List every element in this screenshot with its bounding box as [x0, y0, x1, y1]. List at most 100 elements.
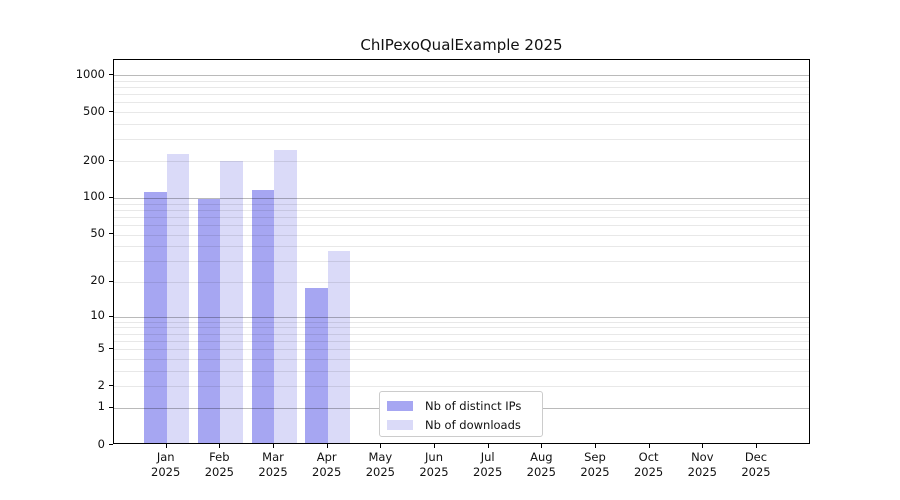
x-tick-year-may: 2025 — [365, 465, 395, 479]
gridline-major-10 — [114, 316, 809, 318]
y-tick-mark-500 — [109, 111, 113, 113]
x-tick-label-sep: Sep 2025 — [563, 450, 627, 480]
x-tick-label-mar: Mar 2025 — [241, 450, 305, 480]
x-tick-month-jul: Jul — [480, 450, 495, 464]
gridline-minor-3 — [114, 370, 809, 372]
x-tick-label-oct: Oct 2025 — [617, 450, 681, 480]
gridline-minor-800 — [114, 87, 809, 88]
legend-swatch-distinct-ips — [387, 400, 413, 411]
gridline-major-1000 — [114, 75, 809, 77]
x-tick-month-mar: Mar — [262, 450, 284, 464]
y-tick-mark-50 — [109, 233, 113, 235]
x-tick-month-sep: Sep — [584, 450, 606, 464]
x-tick-month-feb: Feb — [209, 450, 230, 464]
x-tick-year-feb: 2025 — [204, 465, 234, 479]
gridline-minor-200 — [114, 161, 809, 162]
y-tick-mark-2 — [109, 385, 113, 387]
x-tick-label-may: May 2025 — [348, 450, 412, 480]
x-tick-mark-jul — [487, 444, 489, 448]
legend-label-distinct-ips: Nb of distinct IPs — [425, 398, 522, 413]
x-tick-mark-aug — [541, 444, 543, 448]
x-tick-label-nov: Nov 2025 — [670, 450, 734, 480]
gridline-minor-900 — [114, 80, 809, 82]
y-tick-label-20: 20 — [90, 273, 105, 288]
y-tick-mark-5 — [109, 348, 113, 350]
y-tick-label-5: 5 — [97, 340, 105, 355]
x-tick-month-nov: Nov — [691, 450, 714, 464]
y-tick-mark-1000 — [109, 74, 113, 76]
legend-item-distinct-ips: Nb of distinct IPs — [387, 396, 534, 415]
x-tick-mark-sep — [594, 444, 596, 448]
x-tick-label-jan: Jan 2025 — [134, 450, 198, 480]
gridline-minor-30 — [114, 261, 809, 263]
x-tick-month-may: May — [368, 450, 393, 464]
x-tick-label-jun: Jun 2025 — [402, 450, 466, 480]
x-tick-mark-jun — [434, 444, 435, 448]
x-tick-mark-mar — [273, 444, 275, 448]
x-tick-month-dec: Dec — [744, 450, 768, 464]
x-tick-mark-oct — [648, 444, 650, 448]
x-tick-year-jan: 2025 — [151, 465, 181, 479]
y-tick-label-1000: 1000 — [75, 66, 105, 81]
y-tick-label-200: 200 — [83, 152, 105, 167]
gridline-minor-7 — [114, 333, 809, 335]
x-tick-year-aug: 2025 — [526, 465, 556, 479]
x-tick-year-mar: 2025 — [258, 465, 288, 479]
x-tick-year-jul: 2025 — [473, 465, 503, 479]
bar-downloads-feb — [220, 160, 243, 443]
bar-distinct-ips-jan — [144, 191, 167, 443]
chart-title: ChIPexoQualExample 2025 — [360, 36, 563, 54]
gridline-minor-400 — [114, 124, 809, 125]
gridline-minor-700 — [114, 94, 809, 96]
legend-label-downloads: Nb of downloads — [425, 417, 521, 432]
x-tick-mark-jan — [165, 444, 167, 448]
gridline-minor-300 — [114, 139, 809, 141]
bar-distinct-ips-feb — [197, 199, 221, 443]
x-tick-year-dec: 2025 — [741, 465, 771, 479]
gridline-minor-8 — [114, 327, 809, 329]
x-tick-year-apr: 2025 — [312, 465, 342, 479]
y-tick-mark-10 — [109, 315, 113, 317]
x-tick-mark-dec — [755, 444, 757, 448]
gridline-minor-20 — [114, 282, 809, 283]
gridline-minor-70 — [114, 216, 809, 218]
x-tick-label-dec: Dec 2025 — [724, 450, 788, 480]
y-tick-label-0: 0 — [97, 436, 105, 451]
gridline-minor-500 — [114, 112, 809, 114]
gridline-minor-50 — [114, 234, 809, 236]
gridline-minor-60 — [114, 224, 809, 226]
y-tick-label-100: 100 — [83, 189, 105, 204]
x-tick-year-sep: 2025 — [580, 465, 610, 479]
gridline-minor-40 — [114, 246, 809, 248]
gridline-minor-9 — [114, 321, 809, 323]
gridline-minor-90 — [114, 203, 809, 205]
bar-downloads-apr — [327, 251, 351, 443]
y-tick-label-1: 1 — [97, 399, 105, 414]
x-tick-month-oct: Oct — [638, 450, 659, 464]
gridline-minor-600 — [114, 102, 809, 104]
y-tick-label-50: 50 — [90, 225, 105, 240]
x-tick-label-aug: Aug 2025 — [509, 450, 573, 480]
x-tick-month-jun: Jun — [425, 450, 443, 464]
x-tick-mark-apr — [326, 444, 328, 448]
y-tick-mark-100 — [109, 196, 113, 198]
gridline-major-100 — [114, 197, 809, 199]
y-tick-label-500: 500 — [83, 103, 105, 118]
gridline-minor-4 — [114, 358, 809, 360]
x-tick-month-jan: Jan — [156, 450, 175, 464]
gridline-minor-6 — [114, 340, 809, 342]
y-tick-label-2: 2 — [97, 377, 105, 392]
x-tick-year-nov: 2025 — [687, 465, 717, 479]
y-tick-mark-1 — [109, 406, 113, 408]
y-tick-mark-0 — [109, 444, 113, 445]
x-tick-label-apr: Apr 2025 — [295, 450, 359, 480]
y-tick-mark-200 — [109, 160, 113, 162]
x-tick-month-aug: Aug — [530, 450, 553, 464]
gridline-minor-80 — [114, 209, 809, 211]
bar-distinct-ips-mar — [251, 189, 275, 443]
bar-distinct-ips-apr — [305, 288, 328, 443]
x-tick-mark-nov — [702, 444, 704, 448]
x-tick-year-jun: 2025 — [419, 465, 449, 479]
plot-area — [113, 59, 810, 444]
